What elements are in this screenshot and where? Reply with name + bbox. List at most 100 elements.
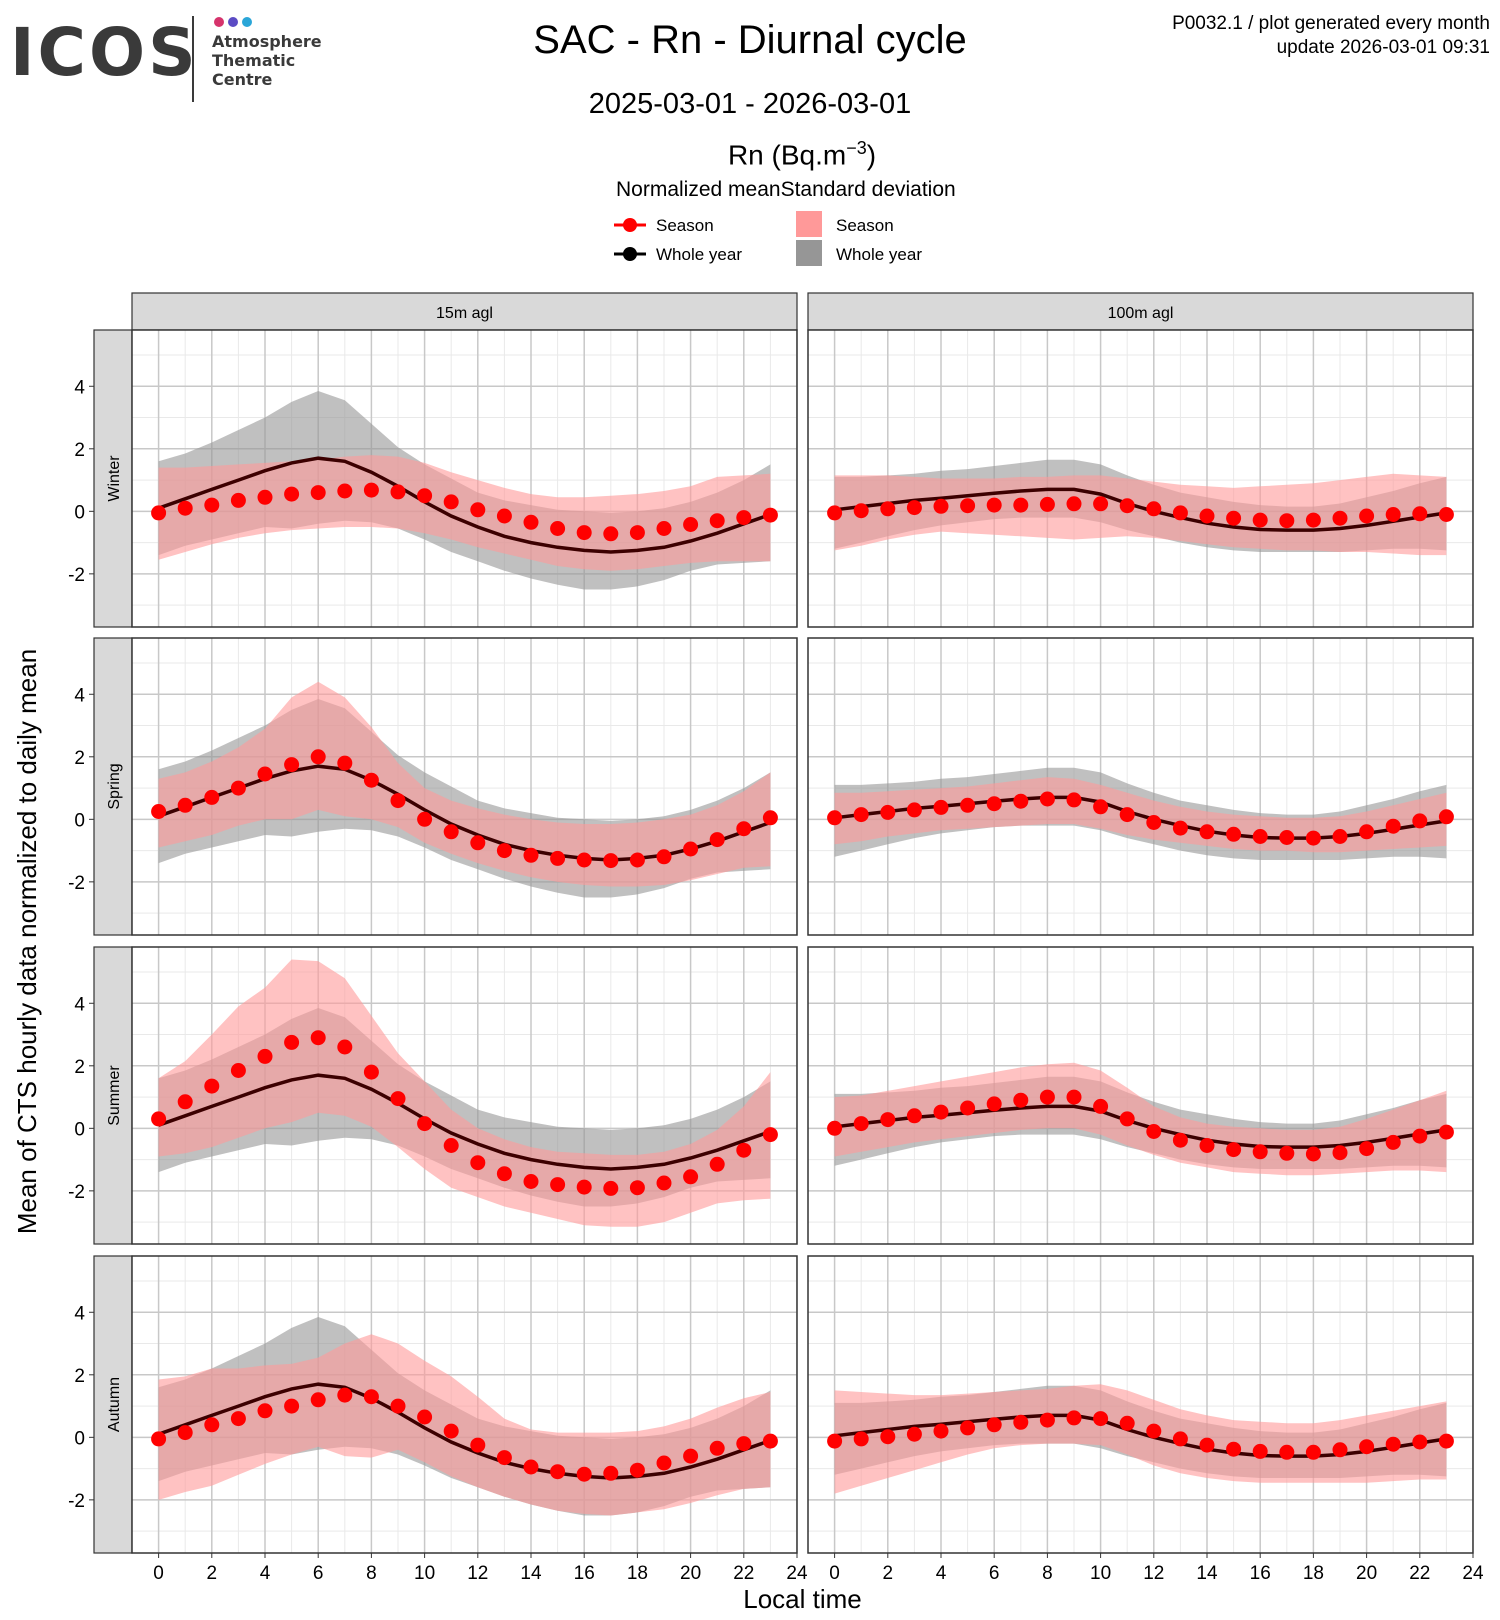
season-mean-point — [523, 847, 539, 863]
x-tick-label: 6 — [313, 1563, 324, 1584]
season-mean-point — [603, 526, 619, 542]
season-mean-point — [496, 508, 512, 524]
season-mean-point — [151, 1111, 167, 1127]
x-tick-label: 12 — [467, 1563, 488, 1584]
season-mean-point — [933, 799, 949, 815]
y-tick-label: 4 — [74, 685, 85, 706]
logo-dot-3 — [242, 17, 252, 27]
x-tick-label: 14 — [1196, 1563, 1218, 1584]
season-mean-point — [986, 1096, 1002, 1112]
legend-label-season-sd: Season — [836, 216, 894, 235]
season-mean-point — [1279, 513, 1295, 529]
x-tick-label: 22 — [1409, 1563, 1430, 1584]
season-mean-point — [1146, 1124, 1162, 1139]
season-mean-point — [1226, 826, 1242, 842]
season-mean-point — [1172, 505, 1188, 521]
season-mean-point — [1438, 1433, 1454, 1449]
y-tick-label: 4 — [74, 1303, 85, 1324]
season-mean-point — [1279, 1444, 1295, 1460]
season-mean-point — [1305, 512, 1321, 528]
season-mean-point — [230, 1063, 246, 1078]
season-mean-point — [284, 486, 300, 502]
y-tick-label: 0 — [74, 1428, 85, 1449]
season-mean-point — [284, 1398, 300, 1414]
season-mean-point — [1146, 501, 1162, 517]
season-mean-point — [177, 1425, 193, 1441]
season-mean-point — [310, 1030, 326, 1046]
legend-keys: Season Whole year Season Whole year — [614, 211, 922, 266]
season-mean-point — [1252, 512, 1268, 528]
logo-subtitle-2: Thematic — [212, 51, 296, 70]
season-sd-band — [158, 455, 771, 571]
season-mean-point — [853, 503, 869, 519]
season-mean-point — [1039, 1412, 1055, 1428]
meta-line-2: update 2026-03-01 09:31 — [1276, 37, 1490, 58]
legend-label-whole-sd: Whole year — [836, 245, 922, 264]
season-mean-point — [1438, 507, 1454, 522]
whole-year-mean-line — [834, 487, 1447, 532]
x-tick-label: 16 — [574, 1563, 595, 1584]
season-mean-point — [1093, 799, 1109, 815]
season-mean-point — [1412, 813, 1428, 829]
logo-dot-2 — [228, 17, 238, 27]
season-mean-point — [603, 1180, 619, 1196]
row-strip — [93, 329, 133, 628]
panel-border — [807, 329, 1474, 628]
season-mean-point — [629, 1180, 645, 1196]
season-mean-point — [762, 1127, 778, 1143]
x-tick-label: 12 — [1143, 1563, 1164, 1584]
logo-divider — [192, 16, 194, 102]
season-mean-point — [390, 1398, 406, 1414]
season-mean-point — [960, 1420, 976, 1436]
x-tick-label: 4 — [260, 1563, 271, 1584]
season-mean-point — [470, 502, 486, 518]
season-mean-point — [204, 1417, 220, 1433]
season-mean-point — [257, 1048, 273, 1064]
season-mean-point — [683, 1169, 699, 1185]
unit-exponent: −3 — [846, 138, 867, 158]
season-mean-point — [1252, 1144, 1268, 1160]
panel-plot-area — [132, 330, 797, 627]
season-mean-point — [337, 1039, 353, 1055]
chart-title: SAC - Rn - Diurnal cycle — [533, 18, 967, 62]
date-range: 2025-03-01 - 2026-03-01 — [588, 88, 912, 120]
season-mean-point — [257, 1403, 273, 1419]
season-mean-point — [1359, 1439, 1375, 1455]
season-mean-point — [1199, 1138, 1215, 1153]
season-mean-point — [257, 766, 273, 782]
season-mean-point — [762, 810, 778, 826]
row-strip-label: Summer — [106, 1065, 123, 1126]
unit-text: Rn (Bq.m — [727, 139, 847, 171]
season-mean-point — [1172, 820, 1188, 836]
season-mean-point — [443, 494, 459, 510]
season-mean-point — [736, 1436, 752, 1452]
row-strip — [93, 637, 133, 936]
y-tick-label: 2 — [74, 440, 85, 461]
season-mean-point — [1438, 1124, 1454, 1140]
season-mean-point — [177, 500, 193, 516]
season-mean-point — [683, 1448, 699, 1464]
panel-plot-area — [808, 1256, 1473, 1553]
season-mean-point — [736, 1142, 752, 1158]
whole-year-mean-line — [158, 1073, 771, 1171]
season-mean-point — [960, 797, 976, 813]
season-mean-point — [1172, 1132, 1188, 1148]
season-mean-point — [986, 497, 1002, 513]
season-mean-point — [709, 1440, 725, 1456]
season-mean-point — [827, 1433, 843, 1449]
season-mean-point — [151, 804, 167, 819]
season-mean-point — [1252, 1443, 1268, 1459]
season-mean-point — [880, 1429, 896, 1445]
facet-grid: 15m agl 100m aglWinter-2024Spring-2024Sum… — [12, 292, 1484, 1614]
y-tick-label: 0 — [74, 502, 85, 523]
panel-border — [131, 637, 798, 936]
x-tick-label: 10 — [1090, 1563, 1111, 1584]
legend-titles: Normalized meanStandard deviation — [616, 178, 956, 202]
season-mean-point — [1359, 508, 1375, 524]
season-mean-point — [1013, 497, 1029, 513]
season-mean-point — [1039, 791, 1055, 807]
season-mean-point — [496, 1450, 512, 1466]
whole-year-mean-line — [158, 456, 771, 554]
panel-border — [807, 637, 1474, 936]
